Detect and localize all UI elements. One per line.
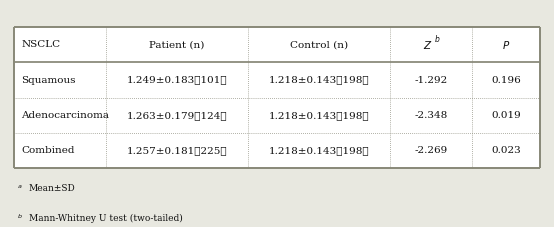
- Text: 1.218±0.143（198）: 1.218±0.143（198）: [269, 76, 370, 84]
- Text: -1.292: -1.292: [414, 76, 448, 84]
- Text: 1.263±0.179（124）: 1.263±0.179（124）: [127, 111, 227, 120]
- Text: Mean±SD: Mean±SD: [29, 184, 75, 193]
- Bar: [14, 27, 540, 168]
- Text: Mann-Whitney U test (two-tailed): Mann-Whitney U test (two-tailed): [29, 213, 183, 222]
- Text: 0.196: 0.196: [491, 76, 521, 84]
- Text: Adenocarcinoma: Adenocarcinoma: [21, 111, 109, 120]
- Text: Combined: Combined: [21, 146, 75, 155]
- Text: Control (n): Control (n): [290, 40, 348, 49]
- Text: 0.019: 0.019: [491, 111, 521, 120]
- Text: -2.269: -2.269: [414, 146, 448, 155]
- Text: $^a$: $^a$: [17, 184, 22, 193]
- Text: 1.257±0.181（225）: 1.257±0.181（225）: [127, 146, 227, 155]
- Text: $Z$: $Z$: [423, 39, 433, 51]
- Text: $b$: $b$: [434, 32, 441, 44]
- Text: 0.023: 0.023: [491, 146, 521, 155]
- Text: 1.218±0.143（198）: 1.218±0.143（198）: [269, 146, 370, 155]
- Text: $^b$: $^b$: [17, 213, 23, 222]
- Text: 1.249±0.183（101）: 1.249±0.183（101）: [127, 76, 227, 84]
- Text: Patient (n): Patient (n): [150, 40, 204, 49]
- Text: -2.348: -2.348: [414, 111, 448, 120]
- Text: NSCLC: NSCLC: [21, 40, 60, 49]
- Text: 1.218±0.143（198）: 1.218±0.143（198）: [269, 111, 370, 120]
- Text: $P$: $P$: [502, 39, 510, 51]
- Text: Squamous: Squamous: [21, 76, 76, 84]
